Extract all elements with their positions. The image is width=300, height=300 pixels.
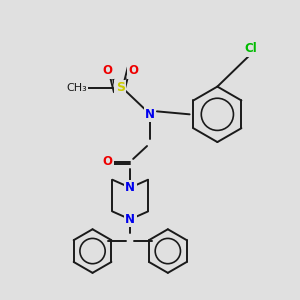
Text: O: O [102, 64, 112, 77]
Text: N: N [125, 213, 135, 226]
Text: O: O [128, 64, 138, 77]
Text: O: O [102, 155, 112, 168]
Text: N: N [145, 108, 155, 121]
Text: N: N [125, 181, 135, 194]
Text: Cl: Cl [245, 42, 257, 56]
Text: N: N [125, 181, 135, 194]
Text: CH₃: CH₃ [66, 82, 87, 93]
Text: S: S [116, 81, 125, 94]
